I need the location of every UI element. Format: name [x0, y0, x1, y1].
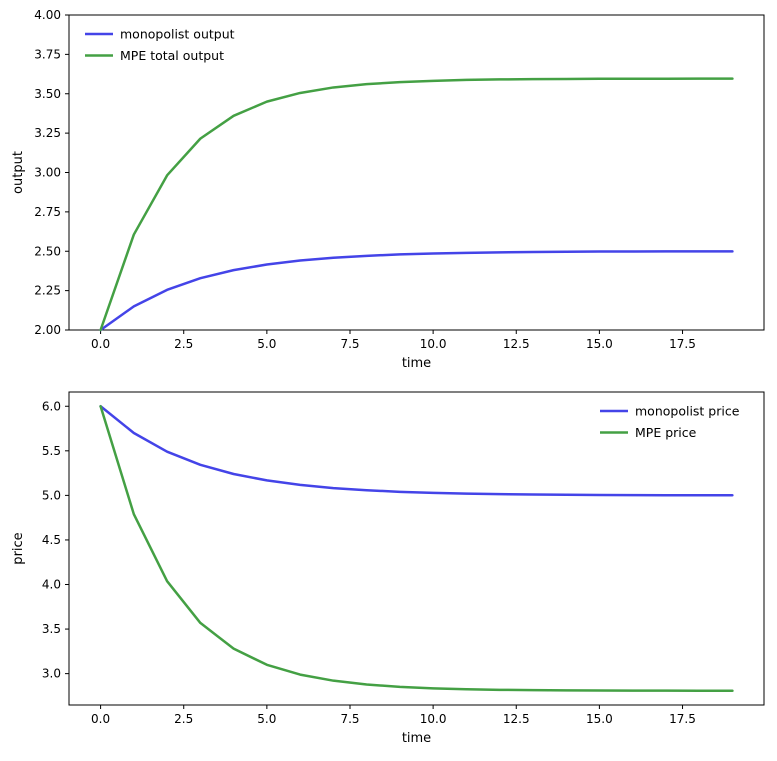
x-tick-label: 7.5: [340, 712, 359, 726]
y-tick-label: 3.0: [42, 667, 61, 681]
y-tick-label: 3.5: [42, 622, 61, 636]
y-tick-label: 6.0: [42, 399, 61, 413]
y-tick-label: 4.00: [34, 8, 61, 22]
x-tick-label: 17.5: [669, 337, 696, 351]
y-tick-label: 3.50: [34, 87, 61, 101]
series-line-mpe-price: [99, 405, 734, 692]
x-tick-label: 0.0: [91, 712, 110, 726]
x-tick-label: 12.5: [503, 337, 530, 351]
series-line-monopolist-output: [99, 250, 734, 332]
y-tick-label: 3.25: [34, 126, 61, 140]
x-tick-label: 17.5: [669, 712, 696, 726]
x-tick-label: 2.5: [174, 337, 193, 351]
y-tick-label: 2.00: [34, 323, 61, 337]
x-tick-label: 0.0: [91, 337, 110, 351]
y-axis-label: output: [11, 151, 26, 194]
legend-label: monopolist output: [120, 27, 235, 42]
series-line-monopolist-price: [99, 405, 734, 497]
x-tick-label: 7.5: [340, 337, 359, 351]
y-tick-label: 3.00: [34, 166, 61, 180]
y-tick-label: 5.0: [42, 488, 61, 502]
axes-spines: [68, 391, 765, 706]
x-tick-label: 10.0: [420, 337, 447, 351]
x-tick-label: 15.0: [586, 337, 613, 351]
y-tick-label: 3.75: [34, 47, 61, 61]
x-tick-label: 12.5: [503, 712, 530, 726]
x-axis-label: time: [402, 731, 431, 746]
subplot-price: 0.0 2.5 5.0 7.5 10.0 12.5 15.0 17.5 3.0 3.5 4.0 4.5…: [11, 391, 765, 746]
x-tick-label: 5.0: [257, 712, 276, 726]
y-axis-label: price: [11, 532, 26, 564]
x-tick-label: 10.0: [420, 712, 447, 726]
x-tick-label: 5.0: [257, 337, 276, 351]
legend-label: MPE total output: [120, 48, 224, 63]
y-tick-label: 2.50: [34, 244, 61, 258]
legend-label: monopolist price: [635, 404, 740, 419]
series-line-mpe-total-output: [99, 77, 734, 332]
subplot-output: 0.0 2.5 5.0 7.5 10.0 12.5 15.0 17.5 2.00 2.25 2.50…: [11, 8, 765, 371]
y-tick-label: 4.0: [42, 578, 61, 592]
x-tick-label: 2.5: [174, 712, 193, 726]
y-tick-label: 5.5: [42, 444, 61, 458]
legend-label: MPE price: [635, 425, 697, 440]
y-tick-label: 4.5: [42, 533, 61, 547]
x-axis-label: time: [402, 356, 431, 371]
y-tick-label: 2.25: [34, 284, 61, 298]
x-tick-label: 15.0: [586, 712, 613, 726]
y-tick-label: 2.75: [34, 205, 61, 219]
